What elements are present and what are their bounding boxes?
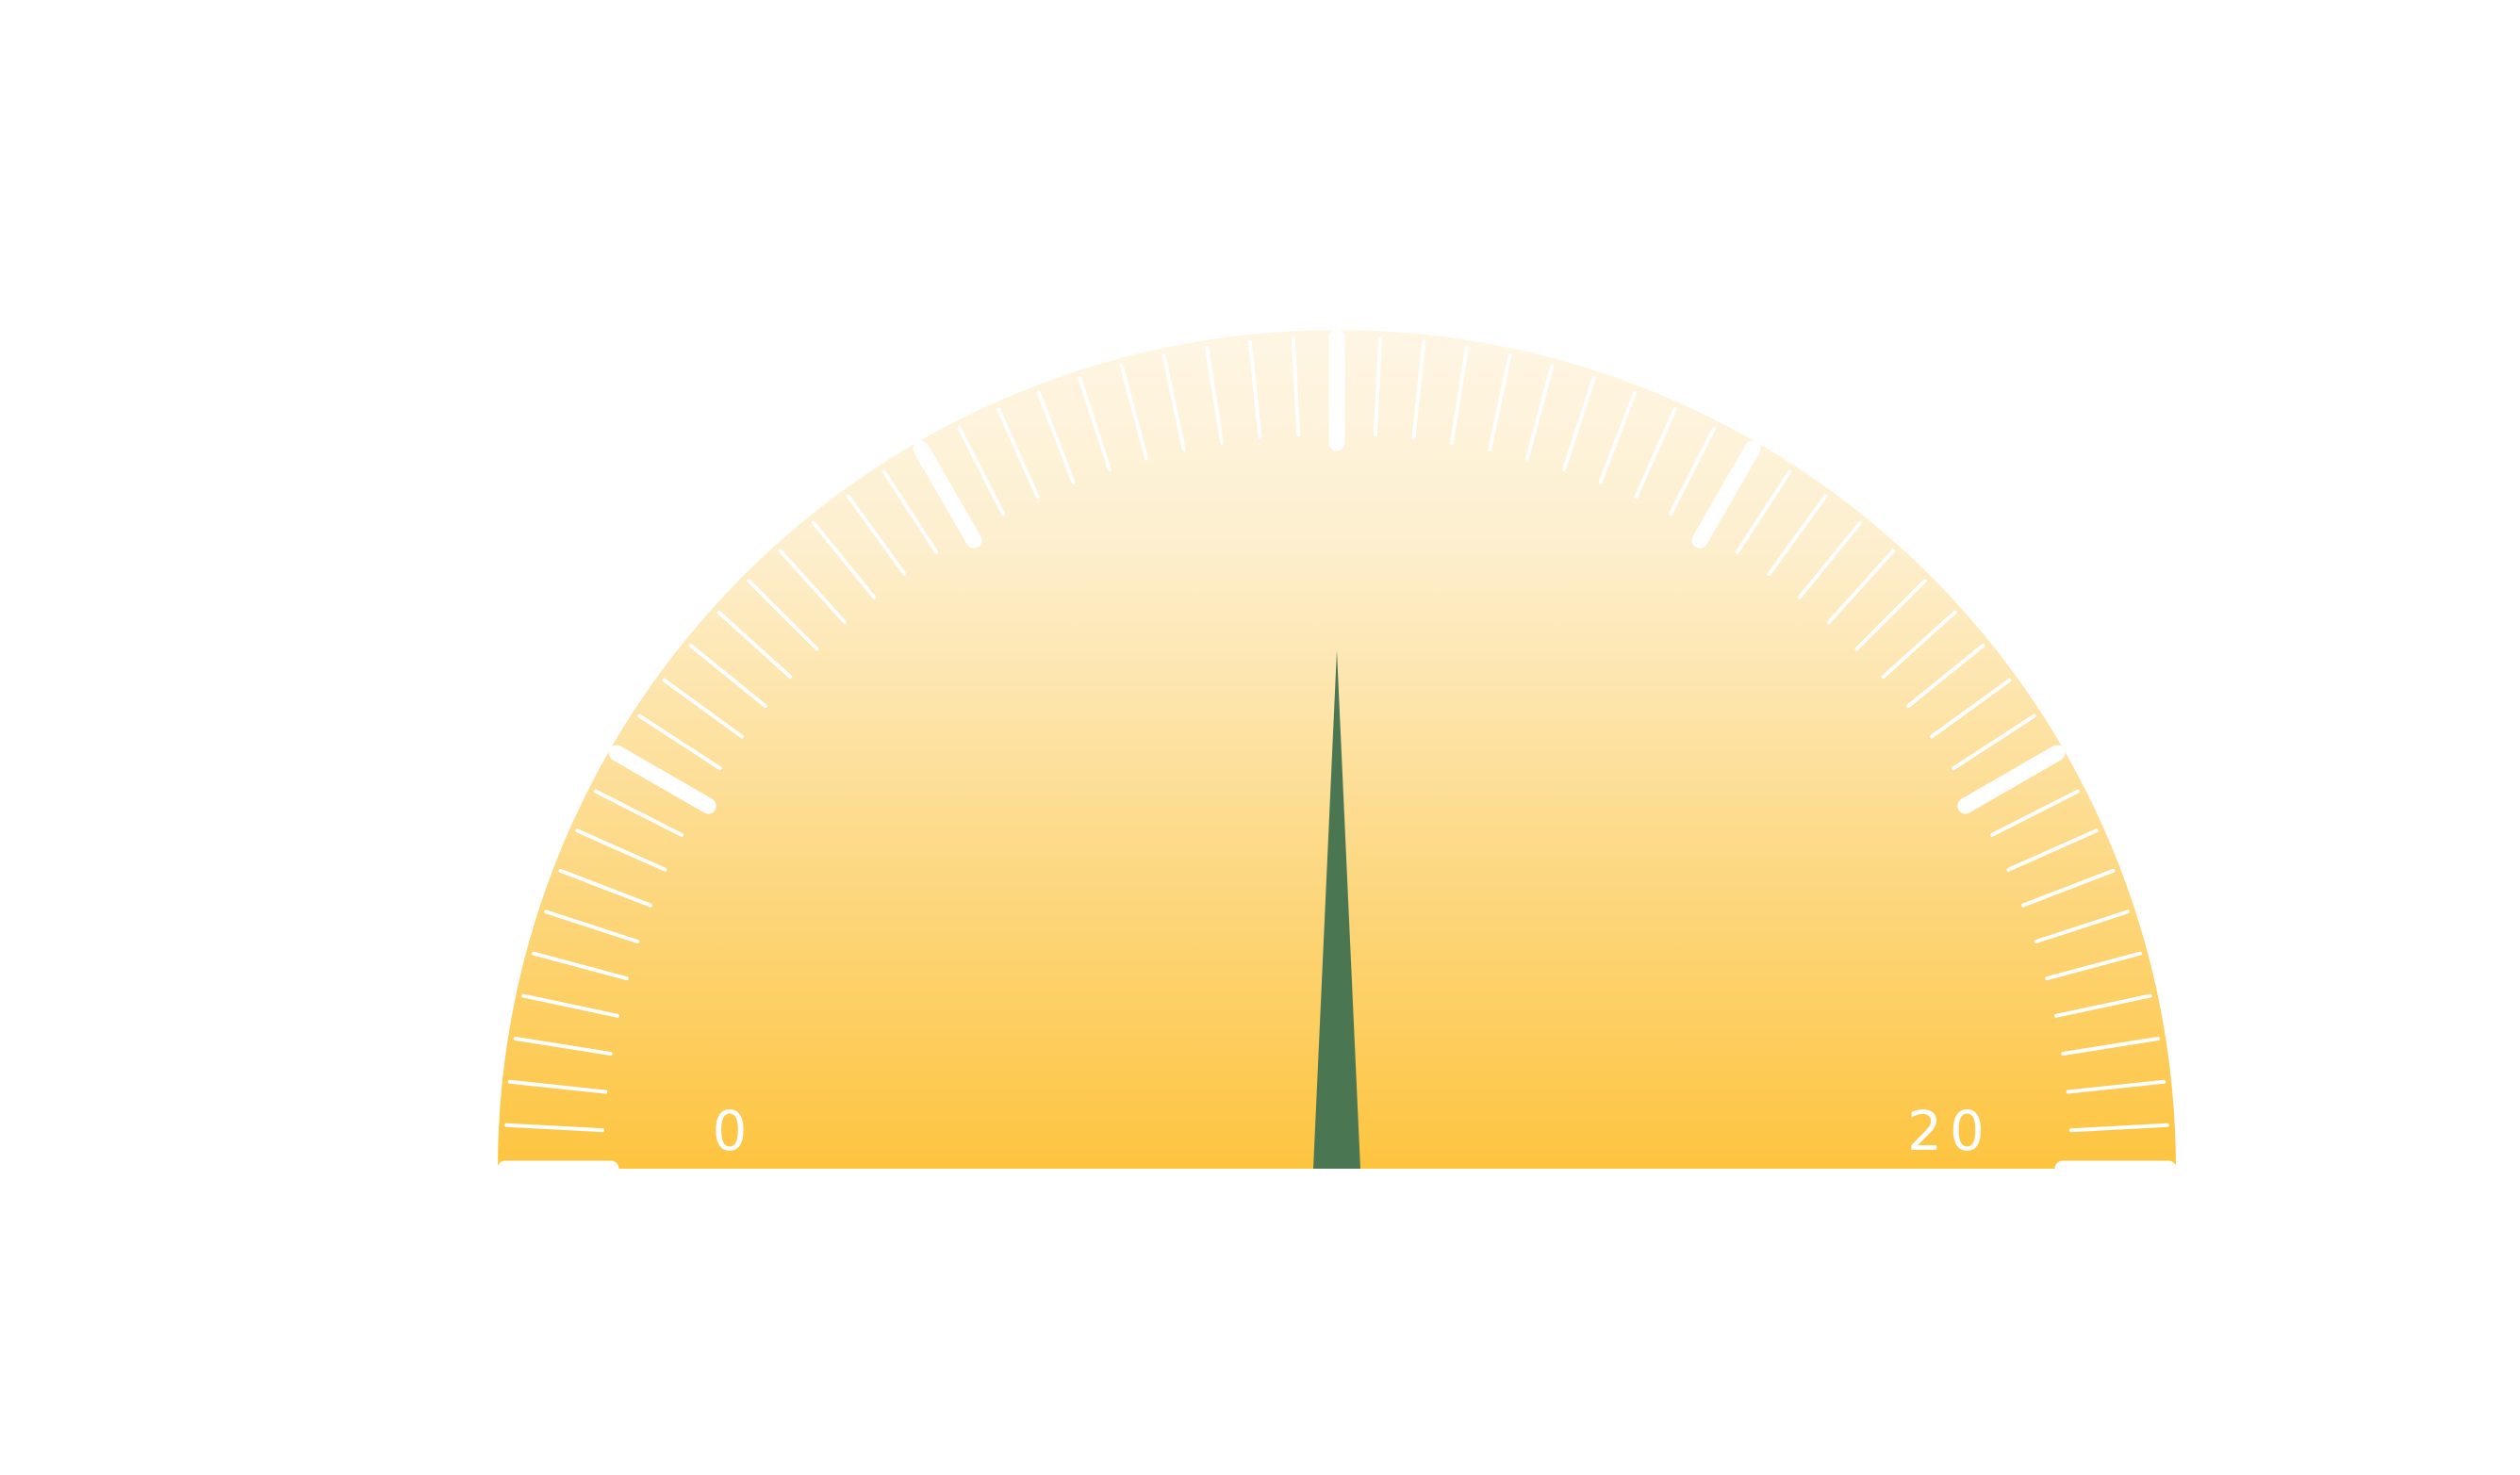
gauge-minor-tick <box>747 579 819 651</box>
gauge-minor-tick <box>1036 390 1076 484</box>
gauge-minor-tick <box>778 549 848 625</box>
gauge-needle <box>1313 650 1360 1169</box>
gauge-minor-tick <box>1990 789 2080 837</box>
gauge-minor-tick <box>2021 868 2116 908</box>
gauge-minor-tick <box>637 713 722 771</box>
gauge-minor-tick <box>1767 494 1828 576</box>
gauge-minor-tick <box>996 407 1040 500</box>
gauge-minor-tick <box>1205 345 1224 445</box>
gauge-minor-tick <box>716 610 793 680</box>
gauge-minor-tick <box>2034 910 2130 943</box>
gauge-minor-tick <box>1291 336 1301 437</box>
gauge-minor-tick <box>1634 407 1677 500</box>
gauge-minor-tick <box>1797 520 1863 599</box>
gauge-ticks <box>497 329 2177 1177</box>
gauge-minor-tick <box>1826 549 1896 625</box>
gauge-minor-tick <box>507 1079 608 1094</box>
gauge-minor-tick <box>558 868 652 908</box>
gauge-minor-tick <box>1669 426 1717 516</box>
gauge-major-tick <box>1957 745 2066 814</box>
gauge-minor-tick <box>521 993 619 1018</box>
gauge-minor-tick <box>575 828 667 872</box>
gauge-minor-tick <box>1488 353 1512 451</box>
gauge-minor-tick <box>504 1123 605 1133</box>
gauge-minor-tick <box>1881 610 1957 680</box>
gauge-label-min: 0 <box>713 1099 755 1163</box>
gauge-minor-tick <box>1854 579 1927 651</box>
gauge-minor-tick <box>1247 339 1262 440</box>
gauge-minor-tick <box>688 643 767 709</box>
gauge-major-tick <box>608 745 716 814</box>
gauge-minor-tick <box>1906 643 1985 709</box>
gauge-minor-tick <box>2068 1123 2169 1133</box>
gauge-minor-tick <box>594 789 684 837</box>
gauge-minor-tick <box>881 469 939 554</box>
gauge-major-tick <box>913 440 982 549</box>
gauge-minor-tick <box>1598 390 1638 484</box>
gauge-minor-tick <box>2045 951 2142 981</box>
gauge-label-max: 20 <box>1907 1099 1992 1163</box>
gauge-minor-tick <box>2061 1037 2161 1056</box>
gauge-minor-tick <box>1119 364 1149 461</box>
gauge-minor-tick <box>1078 376 1112 472</box>
gauge-minor-tick <box>1373 336 1383 437</box>
gauge-minor-tick <box>2054 993 2152 1018</box>
gauge-minor-tick <box>846 494 907 576</box>
gauge-labels: 0 20 <box>713 1099 1992 1163</box>
gauge-minor-tick <box>2066 1079 2166 1094</box>
gauge-minor-tick <box>1411 339 1426 440</box>
gauge-minor-tick <box>957 426 1005 516</box>
gauge-minor-tick <box>1450 345 1469 445</box>
gauge-minor-tick <box>1562 376 1596 472</box>
gauge-minor-tick <box>1524 364 1555 461</box>
gauge-minor-tick <box>544 910 640 943</box>
gauge-minor-tick <box>513 1037 613 1056</box>
gauge-minor-tick <box>1952 713 2036 771</box>
gauge-minor-tick <box>811 520 877 599</box>
gauge-minor-tick <box>662 678 744 739</box>
gauge-major-tick <box>1691 440 1761 549</box>
gauge-minor-tick <box>1161 353 1186 451</box>
gauge-minor-tick <box>1735 469 1792 554</box>
gauge-minor-tick <box>532 951 629 981</box>
gauge-minor-tick <box>2006 828 2099 872</box>
gauge-minor-tick <box>1930 678 2012 739</box>
